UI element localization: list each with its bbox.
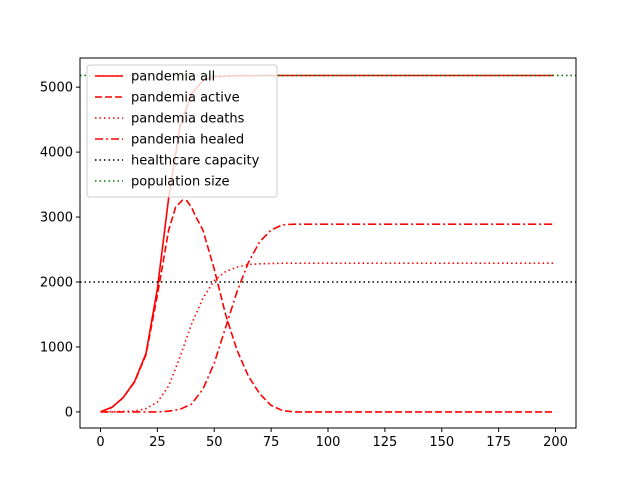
- y-tick-label-2: 2000: [40, 276, 73, 291]
- series-layer: [80, 74, 576, 413]
- y-tick-label-4: 4000: [40, 146, 73, 161]
- x-tick-label-2: 50: [206, 435, 223, 450]
- x-tick-label-4: 100: [316, 435, 341, 450]
- legend-label-2: pandemia deaths: [131, 112, 245, 127]
- legend-label-1: pandemia active: [131, 91, 240, 106]
- x-tick-label-1: 25: [149, 435, 166, 450]
- legend: pandemia all pandemia active pandemia deat…: [86, 64, 278, 198]
- x-tick-label-8: 200: [543, 435, 568, 450]
- legend-label-0: pandemia all: [131, 70, 215, 85]
- x-tick-label-7: 175: [486, 435, 511, 450]
- x-tick-label-0: 0: [96, 435, 104, 450]
- legend-label-4: healthcare capacity: [131, 154, 260, 169]
- series-line-1: [100, 199, 554, 413]
- axes-layer: 0 25 50 75 100 125 150 175 200010002000300040005…: [40, 57, 577, 450]
- x-tick-label-3: 75: [263, 435, 280, 450]
- y-tick-label-5: 5000: [40, 81, 73, 96]
- legend-label-5: population size: [131, 175, 230, 190]
- series-line-2: [100, 262, 554, 413]
- legend-box: [86, 64, 278, 198]
- y-tick-label-1: 1000: [40, 340, 73, 355]
- x-tick-label-6: 150: [429, 435, 454, 450]
- y-tick-label-0: 0: [65, 405, 73, 420]
- x-tick-label-5: 125: [372, 435, 397, 450]
- series-line-3: [100, 223, 554, 413]
- y-tick-label-3: 3000: [40, 211, 73, 226]
- legend-label-3: pandemia healed: [131, 133, 244, 148]
